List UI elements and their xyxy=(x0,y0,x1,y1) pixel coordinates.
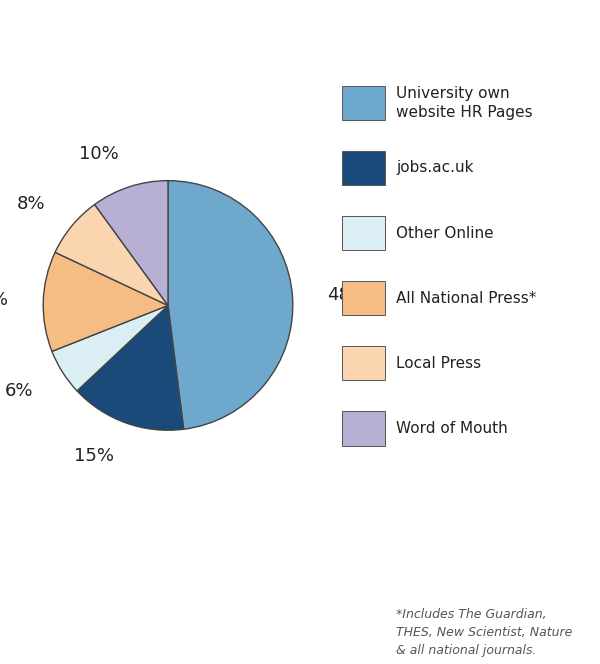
Text: 15%: 15% xyxy=(74,447,114,465)
Text: jobs.ac.uk: jobs.ac.uk xyxy=(396,161,473,175)
Text: University own
website HR Pages: University own website HR Pages xyxy=(396,86,533,120)
Text: Other Online: Other Online xyxy=(396,226,494,240)
Wedge shape xyxy=(52,305,168,391)
Text: 10%: 10% xyxy=(79,145,119,163)
Wedge shape xyxy=(77,305,184,430)
Text: 6%: 6% xyxy=(5,382,33,400)
Text: All National Press*: All National Press* xyxy=(396,291,536,305)
Wedge shape xyxy=(168,181,293,429)
Text: *Includes The Guardian,
THES, New Scientist, Nature
& all national journals.: *Includes The Guardian, THES, New Scient… xyxy=(396,608,572,657)
Text: 8%: 8% xyxy=(16,195,45,212)
Wedge shape xyxy=(55,205,168,305)
Text: 13%: 13% xyxy=(0,291,8,309)
Text: Local Press: Local Press xyxy=(396,356,481,371)
Wedge shape xyxy=(95,181,168,305)
Wedge shape xyxy=(43,252,168,351)
Text: 48%: 48% xyxy=(328,286,367,304)
Text: Word of Mouth: Word of Mouth xyxy=(396,421,508,436)
